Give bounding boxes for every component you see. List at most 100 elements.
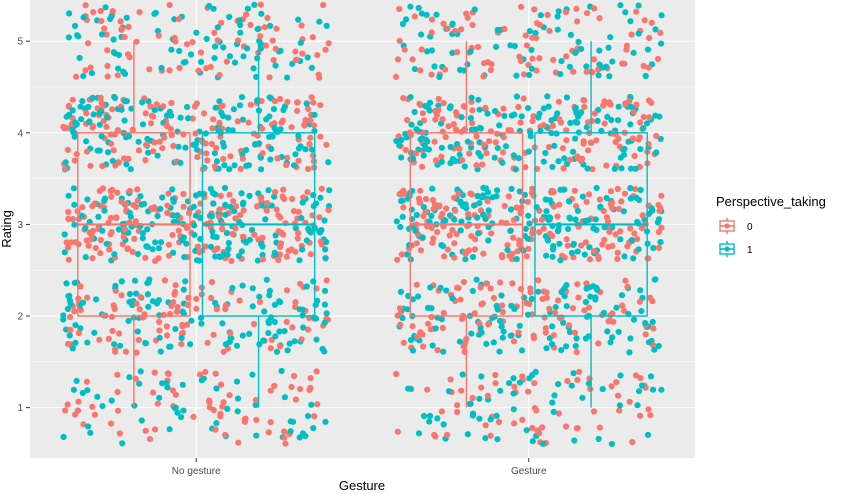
data-point: [475, 230, 482, 237]
data-point: [213, 144, 220, 152]
data-point: [434, 415, 441, 422]
data-point: [511, 43, 518, 50]
data-point: [649, 298, 656, 305]
data-point: [428, 224, 435, 231]
data-point: [589, 166, 596, 173]
data-point: [118, 25, 125, 32]
data-point: [632, 372, 640, 379]
data-point: [655, 228, 663, 236]
data-point: [221, 162, 228, 169]
data-point: [419, 110, 426, 117]
data-point: [69, 127, 76, 134]
data-point: [572, 49, 579, 57]
legend-key: 0: [716, 217, 753, 235]
data-point: [399, 197, 406, 204]
data-point: [606, 73, 613, 80]
data-point: [566, 214, 573, 221]
data-point: [114, 407, 122, 414]
data-point: [294, 235, 301, 242]
data-point: [591, 5, 598, 12]
data-point: [494, 436, 501, 443]
data-point: [84, 387, 91, 394]
data-point: [221, 251, 228, 258]
data-point: [617, 236, 624, 243]
data-point: [318, 185, 325, 192]
data-point: [414, 333, 421, 340]
data-point: [108, 229, 115, 236]
data-point: [555, 410, 563, 417]
data-point: [148, 120, 155, 127]
data-point: [595, 72, 602, 79]
data-point: [214, 24, 221, 31]
data-point: [244, 45, 251, 52]
data-point: [82, 67, 89, 74]
data-point: [573, 335, 580, 342]
data-point: [443, 287, 450, 294]
data-point: [223, 230, 230, 237]
data-point: [298, 336, 305, 343]
data-point: [617, 228, 624, 235]
data-point: [505, 127, 512, 134]
data-point: [190, 203, 197, 210]
data-point: [321, 287, 329, 294]
data-point: [397, 223, 404, 231]
data-point: [549, 163, 556, 171]
data-point: [571, 329, 579, 336]
data-point: [108, 397, 115, 404]
data-point: [310, 99, 317, 106]
data-point: [458, 387, 465, 394]
data-point: [627, 195, 634, 202]
data-point: [271, 301, 278, 308]
data-point: [134, 328, 141, 335]
data-point: [553, 130, 560, 137]
data-point: [588, 117, 596, 125]
data-point: [439, 116, 446, 123]
data-point: [551, 392, 558, 399]
data-point: [482, 422, 489, 429]
data-point: [121, 117, 128, 124]
data-point: [457, 198, 464, 205]
data-point: [637, 412, 644, 419]
data-point: [158, 239, 165, 246]
data-point: [404, 116, 411, 124]
data-point: [398, 251, 405, 258]
data-point: [640, 62, 647, 70]
data-point: [484, 392, 491, 399]
data-point: [249, 371, 256, 378]
data-point: [277, 214, 284, 221]
data-point: [101, 197, 108, 204]
data-point: [183, 41, 191, 48]
data-point: [394, 256, 401, 263]
data-point: [281, 328, 288, 335]
data-point: [89, 403, 96, 410]
data-point: [180, 190, 187, 198]
data-point: [212, 191, 219, 198]
data-point: [200, 110, 208, 117]
data-point: [151, 139, 158, 146]
data-point: [220, 155, 227, 162]
data-point: [181, 254, 188, 261]
data-point: [475, 96, 482, 103]
data-point: [430, 206, 437, 213]
data-point: [220, 44, 227, 51]
data-point: [300, 194, 307, 201]
data-point: [71, 133, 78, 140]
data-point: [193, 257, 201, 264]
data-point: [563, 137, 570, 144]
legend-key-point: [724, 246, 730, 252]
data-point: [299, 306, 306, 313]
data-point: [73, 151, 80, 158]
data-point: [511, 305, 518, 313]
data-point: [607, 339, 614, 346]
data-point: [513, 256, 520, 263]
data-point: [554, 228, 562, 235]
data-point: [403, 251, 411, 258]
data-point: [480, 141, 487, 148]
data-point: [411, 66, 418, 73]
data-point: [145, 149, 152, 156]
data-point: [97, 94, 104, 101]
data-point: [585, 191, 593, 198]
data-point: [549, 253, 556, 260]
data-point: [206, 399, 213, 406]
data-point: [641, 17, 648, 24]
